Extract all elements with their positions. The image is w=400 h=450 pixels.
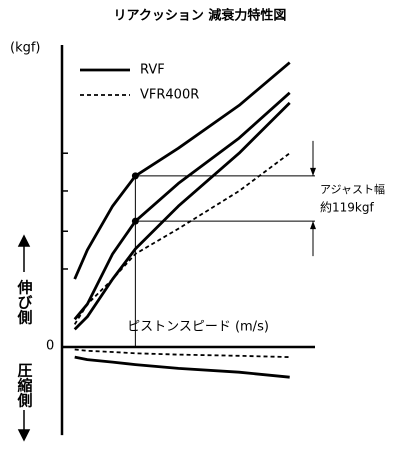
annotation: アジャスト幅 [320, 183, 385, 196]
adjust-arrow [310, 167, 316, 176]
adjust-arrow [310, 221, 316, 230]
side-arrows [17, 234, 31, 442]
chart-title: リアクッション 減衰力特性図 [114, 8, 287, 24]
extension-label: 伸び側 [16, 279, 34, 326]
origin-label: 0 [46, 339, 54, 354]
adjust-point [131, 217, 139, 225]
compression-label: 圧縮側 [16, 363, 34, 409]
legend-label: VFR400R [140, 88, 199, 103]
legend-label: RVF [140, 63, 165, 78]
adjust-point [131, 172, 139, 180]
curve [74, 348, 290, 358]
annotation: 約119kgf [320, 200, 374, 215]
x-axis-label: ピストンスピード (m/s) [127, 320, 269, 335]
curve [74, 355, 290, 379]
y-axis-label: (kgf) [10, 41, 41, 56]
